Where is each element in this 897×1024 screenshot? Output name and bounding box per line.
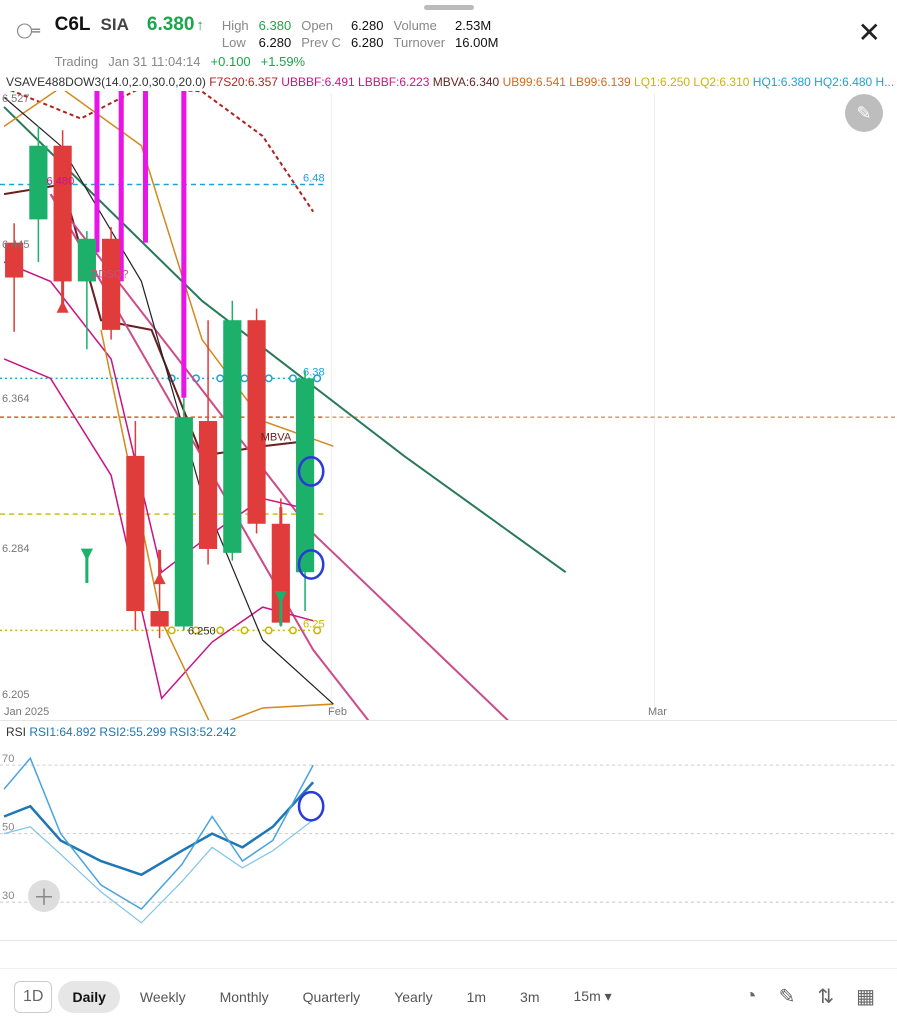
- close-icon[interactable]: ✕: [858, 16, 881, 49]
- last-price: 6.380↑: [147, 14, 204, 36]
- timeframe-quarterly[interactable]: Quarterly: [289, 981, 375, 1013]
- edit-chart-button[interactable]: ✎: [845, 94, 883, 132]
- stat-turnover: 16.00M: [455, 35, 498, 50]
- search-icon[interactable]: ⧃: [16, 18, 41, 44]
- timestamp: Jan 31 11:04:14: [108, 54, 200, 69]
- stat-low: 6.280: [259, 35, 292, 50]
- svg-text:BDSQ?: BDSQ?: [91, 269, 129, 281]
- rsi-legend: RSI RSI1:64.892 RSI2:55.299 RSI3:52.242: [0, 721, 897, 741]
- stat-high: 6.380: [259, 18, 292, 33]
- x-tick: Mar: [648, 706, 667, 718]
- svg-text:6.480: 6.480: [46, 175, 74, 187]
- footer-toolbar: 1DDailyWeeklyMonthlyQuarterlyYearly1m3m1…: [0, 968, 897, 1024]
- timeframe-1d_icon[interactable]: 1D: [14, 981, 52, 1013]
- price-change: +0.100: [211, 54, 251, 69]
- y-tick: 6.445: [2, 239, 30, 251]
- stat-volume: 2.53M: [455, 18, 498, 33]
- svg-text:6.38: 6.38: [303, 366, 325, 378]
- y-tick: 6.205: [2, 689, 30, 701]
- gauge-icon[interactable]: ◔: [736, 985, 764, 1008]
- svg-text:6.25: 6.25: [303, 618, 325, 630]
- grid-icon[interactable]: ▦: [848, 984, 883, 1009]
- timeframe-yearly[interactable]: Yearly: [380, 981, 446, 1013]
- y-tick: 6.284: [2, 543, 30, 555]
- x-tick: Jan 2025: [4, 706, 49, 718]
- svg-text:6.48: 6.48: [303, 172, 325, 184]
- svg-text:MBVA: MBVA: [261, 431, 292, 443]
- indicator-legend: VSAVE488DOW3(14.0,2.0,30.0,20.0) F7S20:6…: [0, 75, 897, 91]
- timeframe-3m[interactable]: 3m: [506, 981, 553, 1013]
- svg-text:30: 30: [2, 890, 14, 902]
- ohlc-stats: High6.380 Open6.280 Volume2.53M Low6.280…: [222, 18, 499, 50]
- svg-text:70: 70: [2, 753, 14, 765]
- add-indicator-button[interactable]: ＋: [28, 880, 60, 912]
- x-tick: Feb: [328, 706, 347, 718]
- ticker-symbol[interactable]: C6L: [55, 14, 91, 36]
- drag-handle[interactable]: [424, 5, 474, 10]
- timeframe-monthly[interactable]: Monthly: [206, 981, 283, 1013]
- timeframe-daily[interactable]: Daily: [58, 981, 119, 1013]
- candlestick-icon[interactable]: ⇅: [809, 984, 842, 1009]
- timeframe-15m[interactable]: 15m ▾: [560, 980, 626, 1013]
- timeframe-1m[interactable]: 1m: [453, 981, 500, 1013]
- market-status: Trading: [55, 54, 99, 69]
- y-tick: 6.364: [2, 393, 30, 405]
- svg-text:6.250: 6.250: [188, 625, 216, 637]
- pencil-icon[interactable]: ✎: [771, 984, 804, 1009]
- timeframe-weekly[interactable]: Weekly: [126, 981, 200, 1013]
- stat-open: 6.280: [351, 18, 384, 33]
- stat-prevc: 6.280: [351, 35, 384, 50]
- rsi-chart[interactable]: 305070 ＋: [0, 741, 897, 941]
- price-change-pct: +1.59%: [261, 54, 305, 69]
- ticker-name: SIA: [101, 15, 129, 35]
- main-chart[interactable]: 6.48 6.38 6.25 6.480 BDSQ? 6.250 MBVA 6.527 6.…: [0, 91, 897, 721]
- y-tick: 6.527: [2, 93, 30, 105]
- header: ⧃ C6L SIA 6.380↑ High6.380 Open6.280 Vol…: [0, 0, 897, 75]
